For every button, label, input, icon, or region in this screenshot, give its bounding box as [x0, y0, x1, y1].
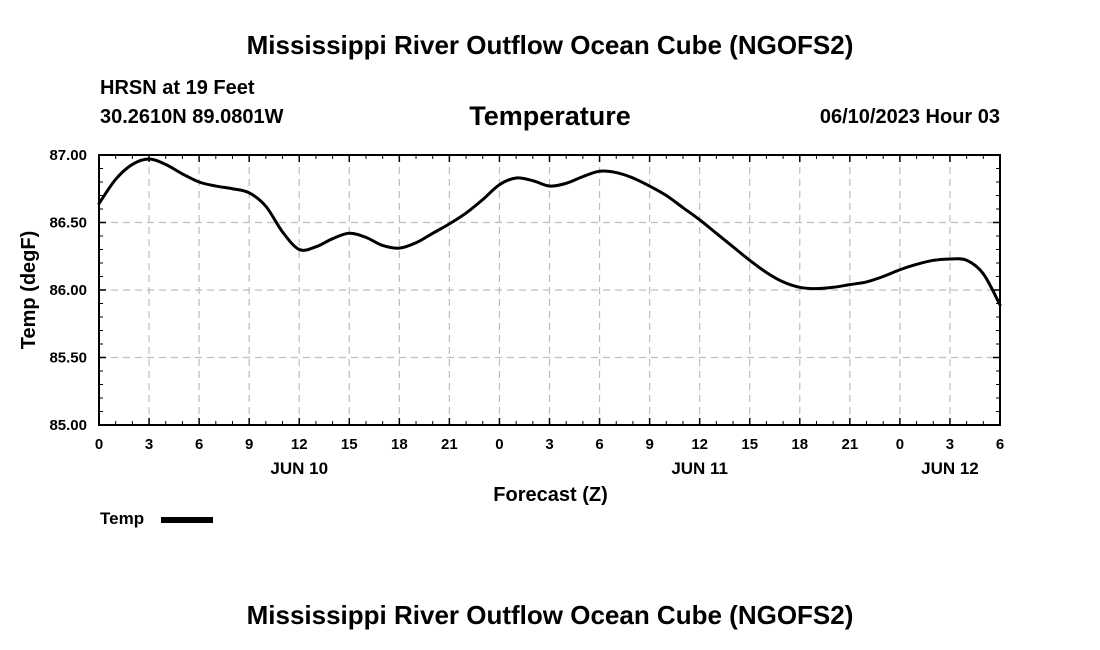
axis-labels: 0 3 6 9 12 15 18 21 0 3 6 9 12 15 18 21 0 3 6 85.00 85.50 86.…: [18, 147, 1004, 506]
series-line-temp: [97, 157, 1002, 307]
x-tick-label: 6: [195, 436, 203, 453]
parameter-title: Temperature: [469, 101, 631, 131]
x-tick-label: 12: [291, 436, 308, 453]
x-tick-label: 0: [495, 436, 503, 453]
x-tick-label: 3: [545, 436, 553, 453]
coordinates-label: 30.2610N 89.0801W: [100, 106, 284, 128]
x-axis-title: Forecast (Z): [493, 484, 607, 506]
x-tick-label: 0: [95, 436, 103, 453]
x-tick-label: 18: [791, 436, 808, 453]
grid: [99, 155, 1000, 425]
y-tick-label: 87.00: [49, 147, 87, 164]
y-axis-title: Temp (degF): [18, 231, 40, 350]
x-tick-label: 6: [996, 436, 1004, 453]
x-tick-label: 15: [741, 436, 758, 453]
y-tick-label: 86.00: [49, 282, 87, 299]
chart-title: Mississippi River Outflow Ocean Cube (NG…: [246, 30, 854, 60]
x-tick-label: 3: [145, 436, 153, 453]
x-tick-label: 15: [341, 436, 358, 453]
legend-label: Temp: [100, 509, 145, 528]
x-tick-label: 18: [391, 436, 408, 453]
day-label: JUN 11: [671, 459, 728, 478]
x-tick-label: 9: [645, 436, 653, 453]
x-tick-label: 21: [841, 436, 858, 453]
x-tick-label: 9: [245, 436, 253, 453]
footer-title: Mississippi River Outflow Ocean Cube (NG…: [246, 600, 854, 630]
day-label: JUN 10: [270, 459, 328, 478]
y-tick-label: 85.00: [49, 417, 87, 434]
series-layer: [97, 157, 1002, 307]
plot-frame: [98, 154, 1001, 426]
y-tick-label: 85.50: [49, 350, 87, 367]
legend-line-swatch: [161, 517, 213, 523]
day-label: JUN 12: [921, 459, 979, 478]
station-label: HRSN at 19 Feet: [100, 77, 255, 99]
x-tick-label: 3: [946, 436, 954, 453]
x-tick-label: 12: [691, 436, 708, 453]
y-tick-label: 86.50: [49, 215, 87, 232]
x-tick-label: 0: [896, 436, 904, 453]
x-tick-label: 21: [441, 436, 458, 453]
forecast-datetime: 06/10/2023 Hour 03: [819, 106, 1000, 128]
x-tick-label: 6: [595, 436, 603, 453]
